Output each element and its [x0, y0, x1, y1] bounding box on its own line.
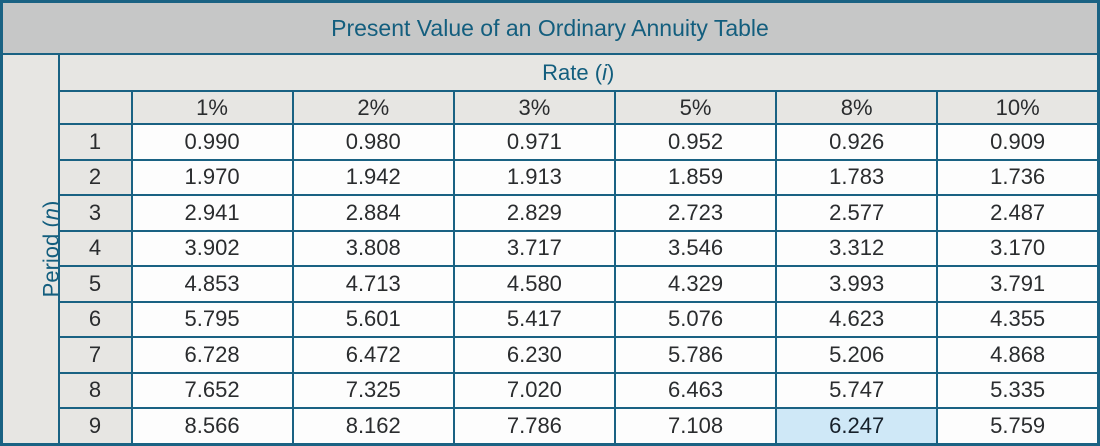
rate-column-header: 3%	[452, 90, 616, 125]
value-cell: 8.162	[291, 407, 455, 446]
table-row: 9 8.566 8.162 7.786 7.108 6.247 5.759	[2, 407, 1100, 446]
value-cell: 3.902	[130, 229, 294, 268]
value-cell: 5.795	[130, 300, 294, 339]
value-cell: 5.076	[613, 300, 778, 339]
rate-column-header: 2%	[291, 90, 455, 125]
value-cell: 2.577	[775, 194, 939, 232]
period-group-header: Period (n)	[0, 53, 60, 446]
value-cell: 3.717	[452, 229, 616, 268]
value-cell: 1.970	[130, 158, 294, 197]
value-cell: 0.926	[775, 123, 939, 161]
rate-percent-row: 1% 2% 3% 5% 8% 10%	[2, 90, 1100, 125]
value-cell: 2.884	[291, 194, 455, 232]
value-cell: 4.580	[452, 265, 616, 303]
value-cell: 7.786	[452, 407, 616, 446]
value-cell: 6.230	[452, 336, 616, 374]
value-cell: 5.206	[775, 336, 939, 374]
rate-group-label: Rate (i)	[542, 59, 615, 85]
table-row: 4 3.902 3.808 3.717 3.546 3.312 3.170	[2, 229, 1100, 268]
value-cell: 5.417	[452, 300, 616, 339]
value-cell: 0.971	[452, 123, 616, 161]
rate-column-header: 8%	[775, 90, 939, 125]
value-cell: 1.913	[452, 158, 616, 197]
value-cell: 7.020	[452, 371, 616, 410]
value-cell: 8.566	[130, 407, 294, 446]
value-cell: 6.463	[613, 371, 778, 410]
value-cell: 2.723	[613, 194, 778, 232]
highlighted-value-cell: 6.247	[775, 407, 939, 446]
rate-column-header: 5%	[613, 90, 778, 125]
value-cell: 5.747	[775, 371, 939, 410]
value-cell: 5.335	[936, 371, 1100, 410]
period-group-label: Period (n)	[38, 201, 59, 298]
value-cell: 4.853	[130, 265, 294, 303]
value-cell: 0.980	[291, 123, 455, 161]
value-cell: 4.329	[613, 265, 778, 303]
period-row-header: 4	[57, 229, 133, 268]
rate-group-row: Period (n) Rate (i)	[0, 53, 1100, 446]
period-row-header: 3	[57, 194, 133, 232]
value-cell: 7.108	[613, 407, 778, 446]
value-cell: 1.942	[291, 158, 455, 197]
table-row: 5 4.853 4.713 4.580 4.329 3.993 3.791	[2, 265, 1100, 303]
value-cell: 3.546	[613, 229, 778, 268]
value-cell: 5.601	[291, 300, 455, 339]
value-cell: 4.623	[775, 300, 939, 339]
period-row-header: 7	[57, 336, 133, 374]
corner-cell	[57, 90, 133, 125]
value-cell: 3.791	[936, 265, 1100, 303]
value-cell: 5.786	[613, 336, 778, 374]
table-row: 1 0.990 0.980 0.971 0.952 0.926 0.909	[2, 123, 1100, 161]
value-cell: 0.909	[936, 123, 1100, 161]
value-cell: 3.993	[775, 265, 939, 303]
period-row-header: 8	[57, 371, 133, 410]
value-cell: 3.170	[936, 229, 1100, 268]
period-row-header: 5	[57, 265, 133, 303]
table-row: 7 6.728 6.472 6.230 5.786 5.206 4.868	[2, 336, 1100, 374]
value-cell: 1.736	[936, 158, 1100, 197]
value-cell: 0.990	[130, 123, 294, 161]
period-row-header: 6	[57, 300, 133, 339]
value-cell: 6.472	[291, 336, 455, 374]
table-row: 2 1.970 1.942 1.913 1.859 1.783 1.736	[2, 158, 1100, 197]
value-cell: 6.728	[130, 336, 294, 374]
table-row: 6 5.795 5.601 5.417 5.076 4.623 4.355	[2, 300, 1100, 339]
value-cell: 4.868	[936, 336, 1100, 374]
period-row-header: 9	[57, 407, 133, 446]
value-cell: 4.713	[291, 265, 455, 303]
rate-group-header: Rate (i)	[57, 53, 1100, 92]
value-cell: 2.829	[452, 194, 616, 232]
table-row: 8 7.652 7.325 7.020 6.463 5.747 5.335	[2, 371, 1100, 410]
period-row-header: 2	[57, 158, 133, 197]
value-cell: 1.859	[613, 158, 778, 197]
rate-column-header: 10%	[936, 90, 1100, 125]
value-cell: 5.759	[936, 407, 1100, 446]
value-cell: 3.312	[775, 229, 939, 268]
value-cell: 0.952	[613, 123, 778, 161]
table-title: Present Value of an Ordinary Annuity Tab…	[0, 0, 1100, 55]
value-cell: 7.652	[130, 371, 294, 410]
value-cell: 2.941	[130, 194, 294, 232]
title-row: Present Value of an Ordinary Annuity Tab…	[0, 0, 1100, 55]
table-row: 3 2.941 2.884 2.829 2.723 2.577 2.487	[2, 194, 1100, 232]
value-cell: 3.808	[291, 229, 455, 268]
rate-column-header: 1%	[130, 90, 294, 125]
value-cell: 2.487	[936, 194, 1100, 232]
value-cell: 4.355	[936, 300, 1100, 339]
period-row-header: 1	[57, 123, 133, 161]
value-cell: 7.325	[291, 371, 455, 410]
value-cell: 1.783	[775, 158, 939, 197]
